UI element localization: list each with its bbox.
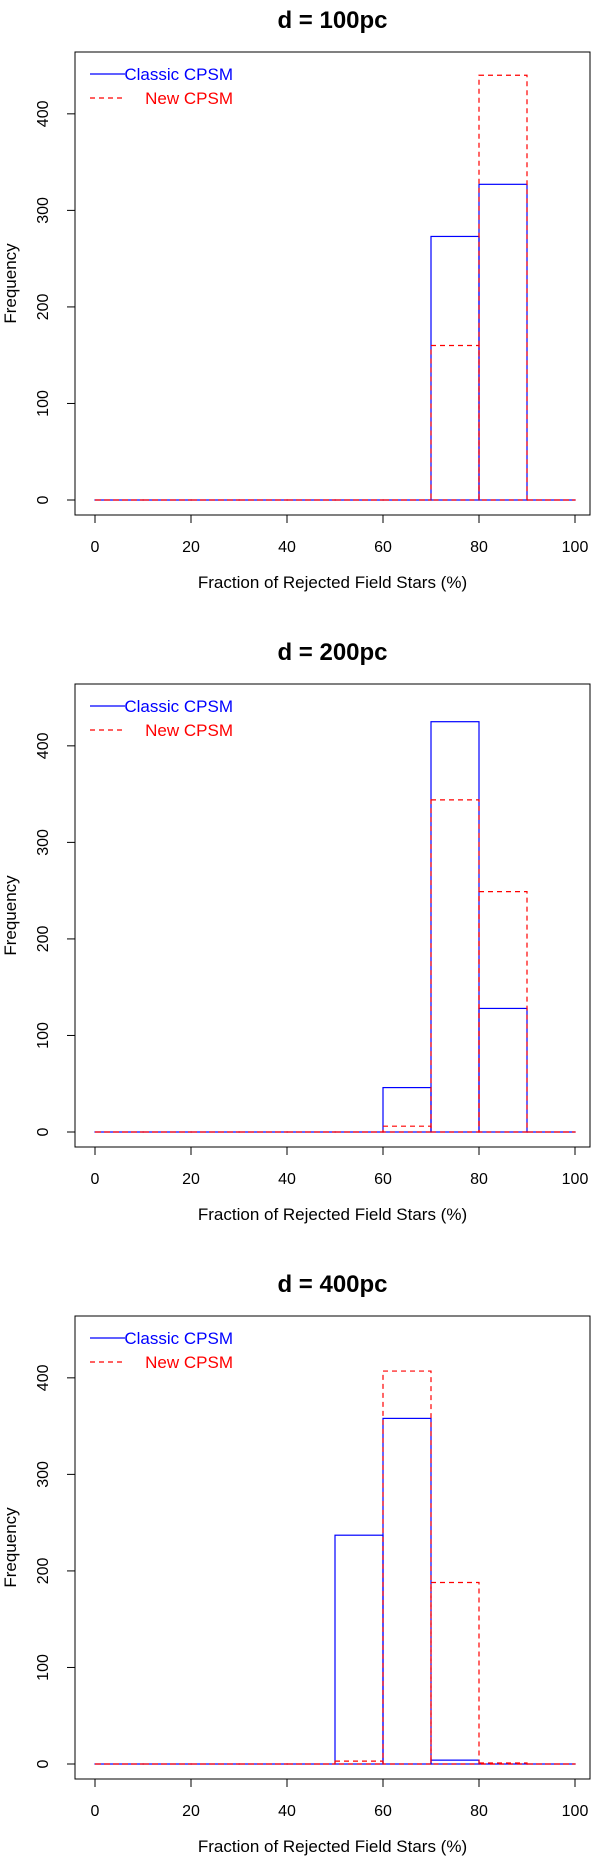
y-axis-label: Frequency [1,875,20,956]
histogram-bar [430,1581,480,1765]
chart-panel-1: d = 100pc 0 20 40 60 80 100 0 100 200 300 400 Fracti… [1,7,591,592]
plot-area-frame [74,1315,591,1780]
histogram-bar [334,1760,384,1765]
y-tick-label: 100 [35,390,52,417]
x-tick-label: 60 [374,1803,392,1820]
histogram-bar [478,1007,528,1133]
legend: Classic CPSM New CPSM [90,1329,233,1372]
x-tick-label: 60 [374,1171,392,1188]
series-new-cpsm [94,1370,576,1765]
histogram-bar [478,74,528,501]
x-tick-label: 80 [470,1171,488,1188]
chart-panel-3: d = 400pc 0 20 40 60 80 100 0 100 200 300 400 Fracti… [1,1271,591,1856]
histogram-bar [478,183,528,501]
legend-label: New CPSM [145,89,233,108]
histogram-bar [382,1417,432,1765]
x-tick-label: 20 [182,539,200,556]
legend-label: New CPSM [145,1353,233,1372]
chart-title: d = 200pc [277,639,387,666]
y-tick-label: 400 [35,100,52,127]
legend-label: New CPSM [145,721,233,740]
x-tick-label: 0 [91,539,100,556]
x-tick-label: 0 [91,1803,100,1820]
y-tick-label: 400 [35,1364,52,1391]
x-tick-label: 60 [374,539,392,556]
histogram-bar [430,344,480,501]
x-tick-label: 20 [182,1171,200,1188]
x-tick-label: 20 [182,1803,200,1820]
histogram-bar [382,1086,432,1133]
y-tick-label: 0 [35,1127,52,1136]
series-classic-cpsm [94,183,576,501]
x-tick-label: 100 [562,1171,589,1188]
histogram-bar [382,1370,432,1765]
histogram-bar [430,235,480,501]
legend: Classic CPSM New CPSM [90,65,233,108]
x-tick-label: 100 [562,1803,589,1820]
histogram-bar [430,799,480,1133]
plot-area-frame [74,683,591,1148]
x-axis-label: Fraction of Rejected Field Stars (%) [198,573,467,592]
chart-panel-2: d = 200pc 0 20 40 60 80 100 0 100 200 300 400 Fracti… [1,639,591,1224]
x-tick-label: 40 [278,1171,296,1188]
series-classic-cpsm [94,721,576,1133]
y-tick-label: 300 [35,1461,52,1488]
y-tick-label: 200 [35,293,52,320]
x-tick-label: 40 [278,539,296,556]
y-tick-label: 100 [35,1654,52,1681]
x-axis-label: Fraction of Rejected Field Stars (%) [198,1205,467,1224]
x-tick-label: 0 [91,1171,100,1188]
y-tick-label: 200 [35,925,52,952]
series-classic-cpsm [94,1417,576,1765]
histogram-bar [382,1125,432,1133]
series-new-cpsm [94,74,576,501]
y-tick-label: 400 [35,732,52,759]
histogram-bar [478,891,528,1133]
legend-label: Classic CPSM [124,65,233,84]
x-axis-label: Fraction of Rejected Field Stars (%) [198,1837,467,1856]
legend-label: Classic CPSM [124,697,233,716]
x-tick-label: 80 [470,1803,488,1820]
plot-area-frame [74,51,591,516]
y-tick-label: 300 [35,197,52,224]
y-tick-label: 0 [35,1759,52,1768]
chart-title: d = 100pc [277,7,387,34]
histogram-bar [430,721,480,1133]
histogram-bar [334,1534,384,1765]
series-new-cpsm [94,799,576,1133]
chart-title: d = 400pc [277,1271,387,1298]
legend: Classic CPSM New CPSM [90,697,233,740]
legend-label: Classic CPSM [124,1329,233,1348]
x-tick-label: 40 [278,1803,296,1820]
y-axis-label: Frequency [1,243,20,324]
x-tick-label: 80 [470,539,488,556]
y-tick-label: 100 [35,1022,52,1049]
x-tick-label: 100 [562,539,589,556]
y-tick-label: 200 [35,1557,52,1584]
y-axis-label: Frequency [1,1507,20,1588]
y-tick-label: 300 [35,829,52,856]
y-tick-label: 0 [35,495,52,504]
